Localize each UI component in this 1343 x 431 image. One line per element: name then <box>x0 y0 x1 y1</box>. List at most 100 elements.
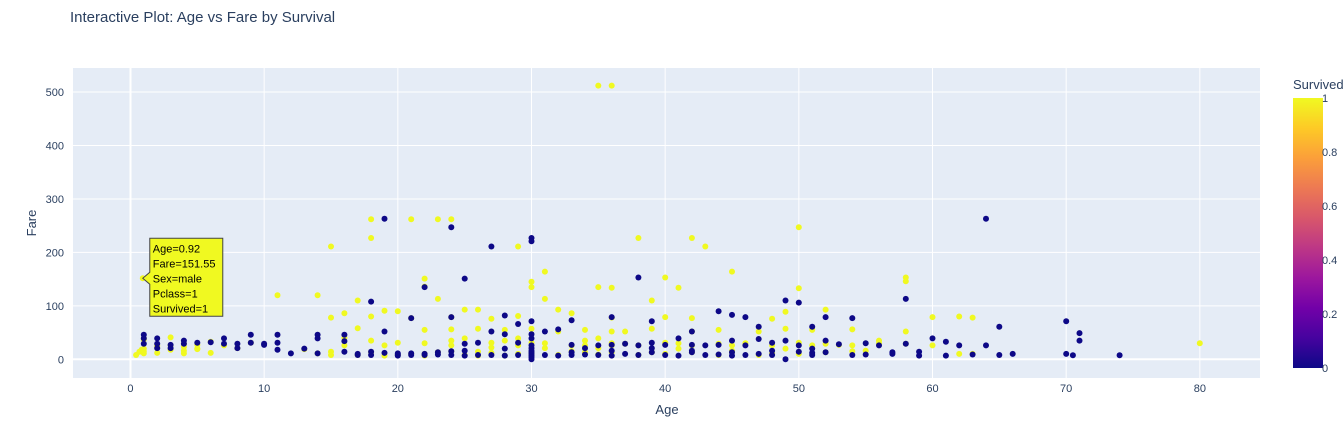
point-not-survived[interactable] <box>448 224 455 231</box>
point-not-survived[interactable] <box>769 347 776 354</box>
point-not-survived[interactable] <box>207 339 214 346</box>
point-survived[interactable] <box>194 346 201 353</box>
point-survived[interactable] <box>541 268 548 275</box>
point-survived[interactable] <box>822 306 829 313</box>
point-not-survived[interactable] <box>368 352 375 358</box>
point-not-survived[interactable] <box>595 352 602 358</box>
point-survived[interactable] <box>595 335 602 342</box>
point-not-survived[interactable] <box>622 340 629 347</box>
point-not-survived[interactable] <box>635 274 642 281</box>
point-not-survived[interactable] <box>488 328 495 335</box>
point-not-survived[interactable] <box>1009 350 1016 357</box>
point-survived[interactable] <box>929 314 936 321</box>
point-not-survived[interactable] <box>221 335 227 342</box>
point-survived[interactable] <box>608 82 615 89</box>
point-survived[interactable] <box>795 285 802 292</box>
point-not-survived[interactable] <box>247 339 254 346</box>
point-survived[interactable] <box>394 308 401 315</box>
point-survived[interactable] <box>515 243 522 250</box>
point-not-survived[interactable] <box>448 314 455 321</box>
point-survived[interactable] <box>782 308 789 315</box>
point-not-survived[interactable] <box>822 337 829 344</box>
point-not-survived[interactable] <box>501 352 508 359</box>
point-not-survived[interactable] <box>608 341 615 348</box>
point-not-survived[interactable] <box>996 352 1003 358</box>
point-not-survived[interactable] <box>635 352 642 358</box>
point-not-survived[interactable] <box>501 331 508 338</box>
point-survived[interactable] <box>1196 340 1203 347</box>
point-not-survived[interactable] <box>541 328 548 335</box>
point-not-survived[interactable] <box>354 350 361 357</box>
point-not-survived[interactable] <box>688 328 695 335</box>
point-not-survived[interactable] <box>528 318 535 325</box>
point-not-survived[interactable] <box>274 339 281 346</box>
point-survived[interactable] <box>648 297 655 304</box>
point-not-survived[interactable] <box>969 351 976 358</box>
point-not-survived[interactable] <box>394 350 401 357</box>
point-not-survived[interactable] <box>221 340 227 347</box>
point-not-survived[interactable] <box>648 349 655 356</box>
point-not-survived[interactable] <box>368 298 375 305</box>
point-not-survived[interactable] <box>568 341 575 348</box>
point-survived[interactable] <box>755 328 762 335</box>
point-not-survived[interactable] <box>341 331 348 338</box>
point-survived[interactable] <box>729 268 735 275</box>
point-not-survived[interactable] <box>956 342 963 349</box>
point-survived[interactable] <box>515 335 522 342</box>
point-not-survived[interactable] <box>234 340 241 347</box>
point-not-survived[interactable] <box>795 348 802 355</box>
point-survived[interactable] <box>475 325 481 332</box>
point-survived[interactable] <box>769 315 776 322</box>
point-not-survived[interactable] <box>341 338 348 345</box>
point-not-survived[interactable] <box>876 342 882 349</box>
point-not-survived[interactable] <box>528 335 535 342</box>
point-survived[interactable] <box>207 349 214 356</box>
point-not-survived[interactable] <box>1076 337 1083 344</box>
point-survived[interactable] <box>501 326 508 333</box>
point-not-survived[interactable] <box>234 345 241 352</box>
point-not-survived[interactable] <box>996 323 1003 330</box>
point-not-survived[interactable] <box>809 352 816 358</box>
point-survived[interactable] <box>608 284 615 291</box>
point-not-survived[interactable] <box>755 336 762 342</box>
point-not-survived[interactable] <box>408 315 415 322</box>
point-survived[interactable] <box>688 235 695 241</box>
point-not-survived[interactable] <box>314 350 321 357</box>
point-not-survived[interactable] <box>702 342 709 349</box>
point-not-survived[interactable] <box>528 331 535 338</box>
point-survived[interactable] <box>140 348 147 355</box>
point-not-survived[interactable] <box>662 352 669 358</box>
point-survived[interactable] <box>394 339 401 346</box>
point-not-survived[interactable] <box>515 352 522 358</box>
point-not-survived[interactable] <box>782 337 789 344</box>
point-survived[interactable] <box>368 235 375 241</box>
point-not-survived[interactable] <box>582 345 588 352</box>
point-not-survived[interactable] <box>434 351 441 358</box>
point-not-survived[interactable] <box>261 341 268 348</box>
point-not-survived[interactable] <box>688 347 695 354</box>
point-not-survived[interactable] <box>715 351 722 358</box>
point-survived[interactable] <box>541 340 548 347</box>
point-survived[interactable] <box>488 339 495 346</box>
point-survived[interactable] <box>501 337 508 344</box>
point-survived[interactable] <box>582 337 588 344</box>
point-not-survived[interactable] <box>475 339 481 346</box>
point-survived[interactable] <box>448 342 455 349</box>
point-not-survived[interactable] <box>421 284 428 291</box>
point-not-survived[interactable] <box>729 349 735 356</box>
point-survived[interactable] <box>635 235 642 241</box>
point-survived[interactable] <box>622 328 629 335</box>
point-not-survived[interactable] <box>247 331 254 338</box>
point-survived[interactable] <box>341 342 348 349</box>
point-not-survived[interactable] <box>822 314 829 321</box>
point-survived[interactable] <box>167 334 174 341</box>
point-not-survived[interactable] <box>862 340 869 347</box>
point-survived[interactable] <box>421 340 428 347</box>
point-survived[interactable] <box>448 337 455 344</box>
point-not-survived[interactable] <box>648 339 655 346</box>
point-survived[interactable] <box>595 284 602 291</box>
point-survived[interactable] <box>368 313 375 320</box>
point-not-survived[interactable] <box>555 352 562 359</box>
point-not-survived[interactable] <box>381 349 388 356</box>
point-not-survived[interactable] <box>715 308 722 315</box>
